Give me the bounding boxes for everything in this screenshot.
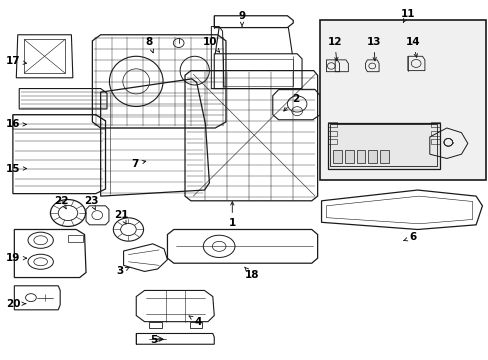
Text: 2: 2 bbox=[283, 94, 299, 111]
Text: 18: 18 bbox=[244, 267, 259, 280]
Bar bbox=[430, 131, 439, 136]
Text: 9: 9 bbox=[238, 11, 245, 26]
Text: 23: 23 bbox=[83, 196, 98, 210]
Bar bbox=[430, 122, 439, 127]
Text: 10: 10 bbox=[203, 37, 219, 52]
Bar bbox=[379, 150, 388, 163]
Bar bbox=[367, 150, 376, 163]
Text: 6: 6 bbox=[403, 232, 415, 242]
Text: 16: 16 bbox=[6, 120, 26, 129]
Bar bbox=[320, 21, 485, 180]
Bar bbox=[328, 131, 336, 136]
Text: 19: 19 bbox=[6, 253, 26, 263]
Bar bbox=[328, 123, 439, 168]
Text: 11: 11 bbox=[400, 9, 414, 22]
Bar bbox=[332, 150, 341, 163]
Text: 3: 3 bbox=[116, 266, 129, 276]
Text: 7: 7 bbox=[131, 159, 145, 169]
Bar bbox=[328, 122, 336, 127]
Text: 5: 5 bbox=[150, 334, 163, 345]
Text: 21: 21 bbox=[114, 210, 129, 224]
Bar bbox=[330, 124, 436, 166]
Text: 4: 4 bbox=[189, 316, 202, 327]
Text: 17: 17 bbox=[5, 56, 26, 66]
Bar bbox=[430, 139, 439, 144]
Text: 1: 1 bbox=[228, 202, 235, 228]
Text: 14: 14 bbox=[405, 37, 419, 57]
Bar bbox=[356, 150, 365, 163]
Text: 12: 12 bbox=[327, 37, 341, 61]
Text: 8: 8 bbox=[145, 37, 153, 53]
Text: 15: 15 bbox=[6, 163, 26, 174]
Bar bbox=[344, 150, 353, 163]
Text: 20: 20 bbox=[6, 299, 26, 309]
Text: 13: 13 bbox=[366, 37, 380, 61]
Bar bbox=[328, 139, 336, 144]
Text: 22: 22 bbox=[54, 196, 69, 209]
